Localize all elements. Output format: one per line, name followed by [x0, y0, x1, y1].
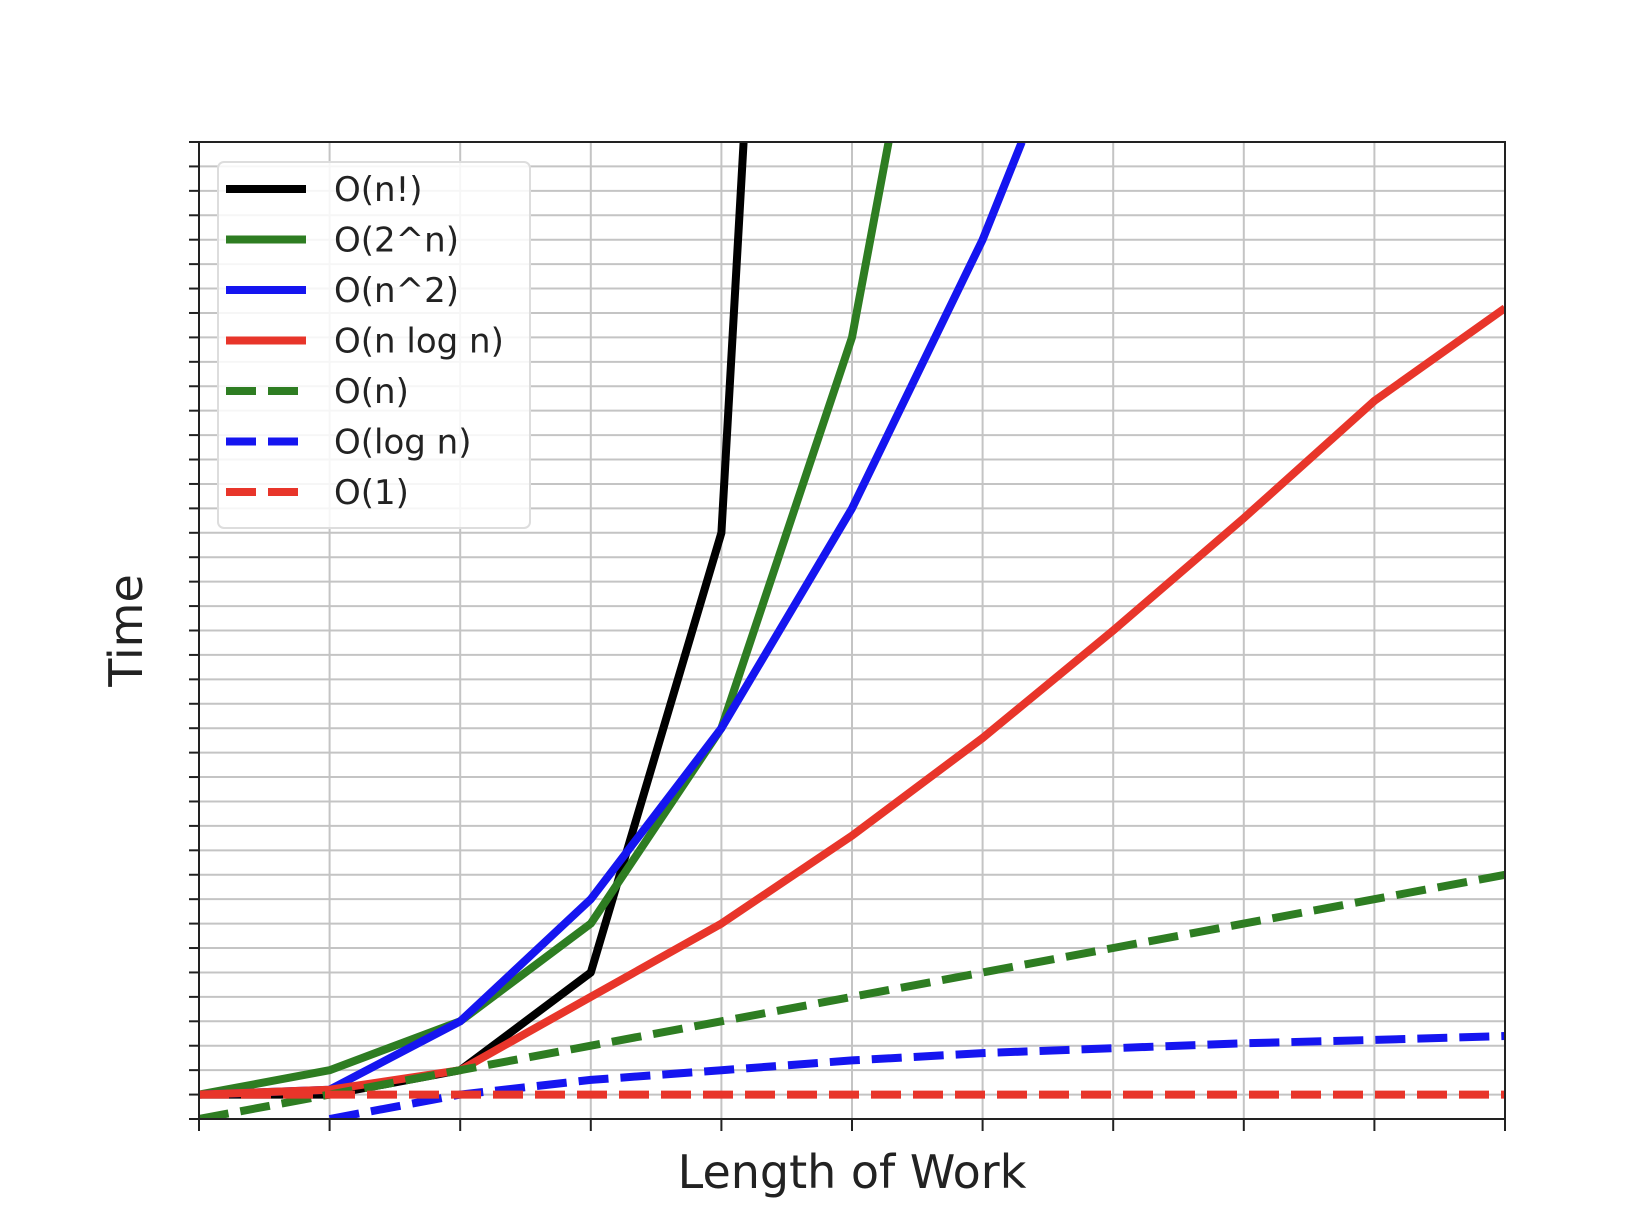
legend-label: O(log n): [334, 423, 471, 463]
legend: O(n!) O(2^n) O(n^2) O(n log n) O(n) O(log n) O…: [217, 161, 531, 529]
legend-label: O(n log n): [334, 322, 504, 362]
legend-box: [217, 161, 531, 529]
legend-label: O(n!): [334, 170, 422, 210]
series-group: [199, 142, 1505, 1119]
x-axis-label: Length of Work: [678, 1145, 1027, 1199]
series-line-o-log-n: [328, 1032, 1505, 1119]
legend-label: O(2^n): [334, 221, 459, 261]
series-line-o-2-n: [199, 142, 893, 1099]
legend-label: O(n^2): [334, 271, 459, 311]
series-line-o-n-2: [199, 142, 1026, 1099]
legend-label: O(1): [334, 473, 409, 513]
series-lines: [199, 142, 1505, 1119]
legend-label: O(n): [334, 372, 409, 412]
series-line-o-n: [199, 870, 1505, 1119]
y-axis-label: Time: [99, 574, 153, 688]
ticks: [189, 141, 1506, 1131]
